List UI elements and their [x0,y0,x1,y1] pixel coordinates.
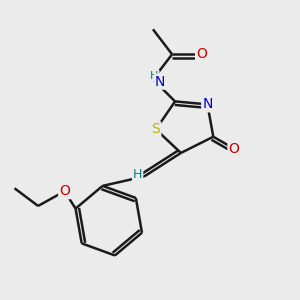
Text: H: H [133,168,142,181]
Text: N: N [155,75,166,89]
Text: O: O [59,184,70,198]
Text: N: N [202,98,213,111]
Text: O: O [196,47,207,61]
Text: O: O [229,142,239,155]
Text: H: H [150,71,159,81]
Text: S: S [152,122,160,136]
